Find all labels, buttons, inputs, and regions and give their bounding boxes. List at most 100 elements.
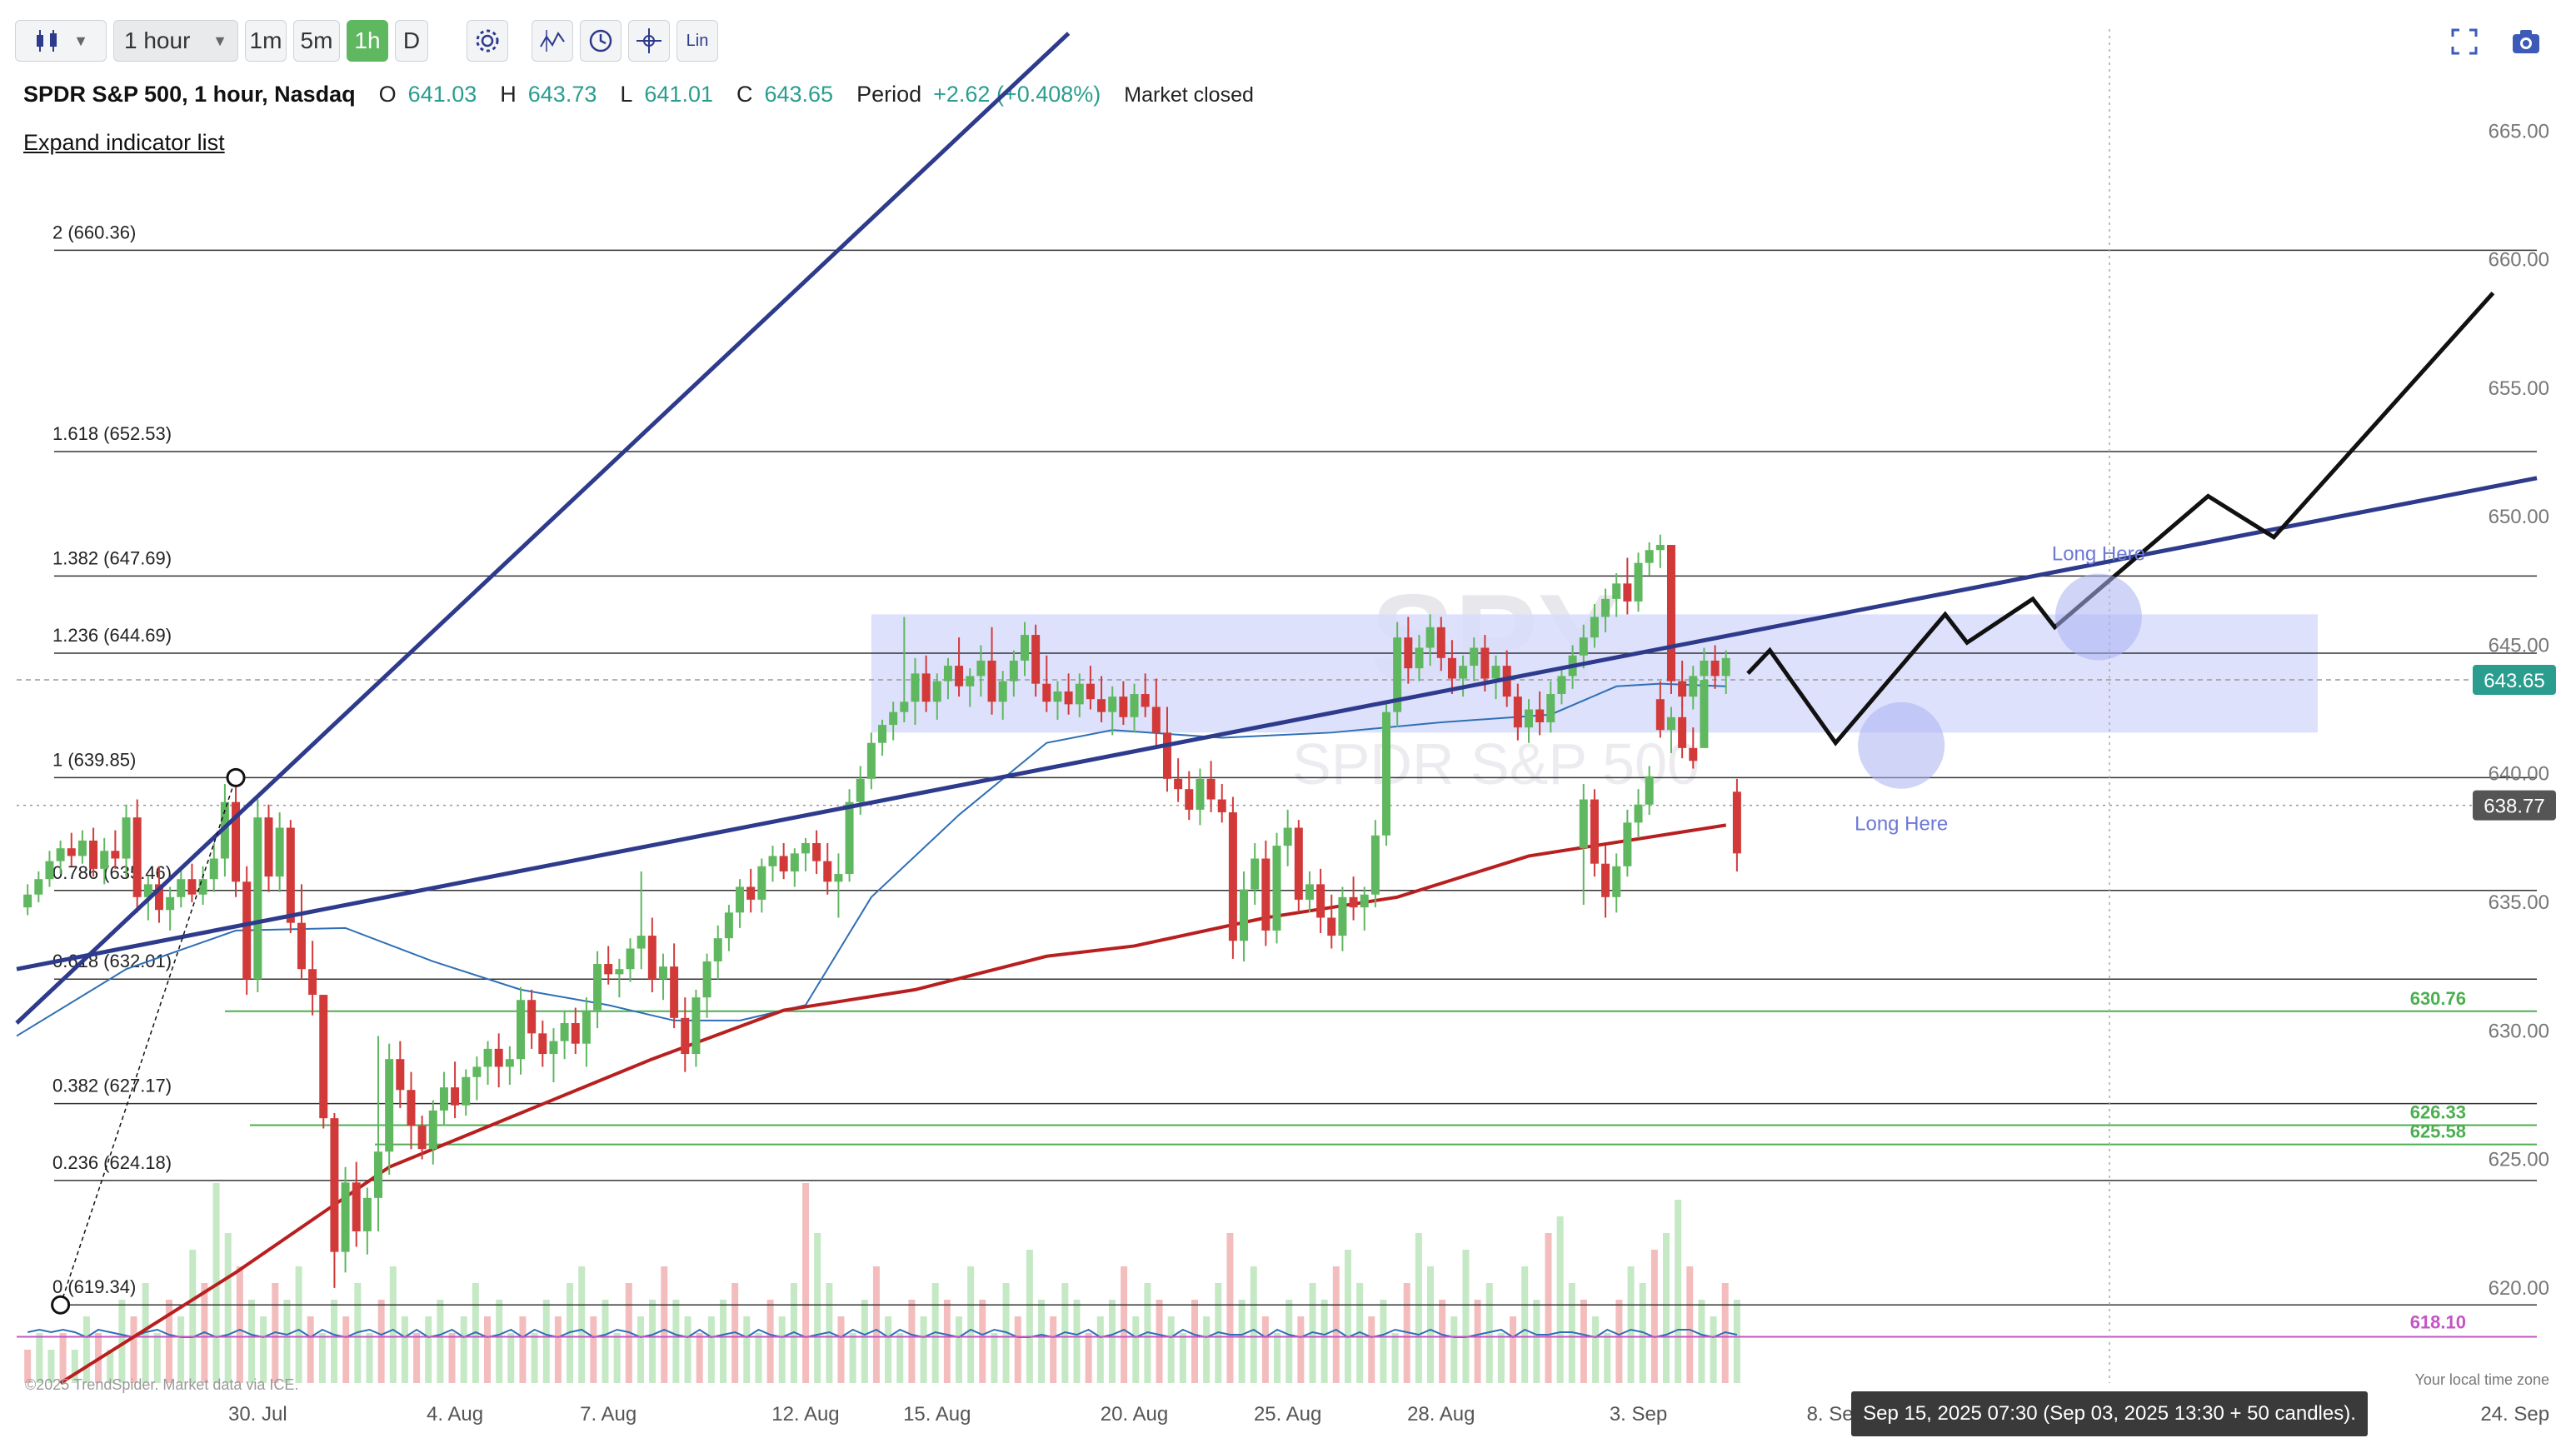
volume-bar	[1662, 1233, 1670, 1383]
y-tick-label: 655.00	[2489, 377, 2549, 400]
scale-button[interactable]: Lin	[676, 20, 718, 62]
candle-body	[856, 778, 865, 802]
candle-body	[1370, 835, 1380, 895]
volume-bar	[696, 1333, 703, 1383]
candle-body	[111, 851, 120, 859]
y-tick-label: 635.00	[2489, 891, 2549, 914]
volume-bar	[872, 1266, 880, 1383]
candle-body	[362, 1197, 372, 1231]
volume-bar	[719, 1300, 726, 1383]
settings-gear-icon	[476, 29, 499, 52]
candle-body	[1645, 776, 1654, 805]
volume-bar	[483, 1316, 491, 1383]
candle-body	[1721, 657, 1730, 677]
volume-bar	[24, 1350, 32, 1383]
candle-body	[232, 801, 241, 882]
volume-bar	[295, 1266, 302, 1383]
last-price-tag: 643.65	[2484, 670, 2544, 692]
interval-d-button[interactable]: D	[395, 20, 428, 62]
candle-body	[23, 894, 32, 908]
volume-bar	[1121, 1266, 1128, 1383]
magenta-label: 618.10	[2410, 1311, 2466, 1332]
volume-bar	[1156, 1300, 1163, 1383]
volume-bar	[1462, 1250, 1470, 1383]
candle-body	[132, 817, 142, 897]
x-tick-label: 3. Sep	[1610, 1403, 1667, 1426]
volume-bar	[507, 1333, 515, 1383]
chart-type-dropdown[interactable]: ▼	[15, 20, 107, 62]
volume-bar	[1179, 1333, 1186, 1383]
volume-bar	[991, 1333, 998, 1383]
volume-bar	[224, 1233, 232, 1383]
fib-level-label: 0.786 (635.46)	[52, 862, 172, 883]
volume-bar	[1368, 1316, 1375, 1383]
fullscreen-icon[interactable]	[2448, 25, 2481, 58]
candle-body	[1021, 635, 1029, 661]
volume-bar	[331, 1300, 338, 1383]
volume-bar	[590, 1316, 597, 1383]
candle-body	[308, 969, 317, 996]
crosshair-time-tooltip: Sep 15, 2025 07:30 (Sep 03, 2025 13:30 +…	[1851, 1391, 2368, 1436]
camera-icon[interactable]	[2509, 25, 2543, 58]
candle-body	[275, 827, 284, 877]
candle-body	[582, 1010, 591, 1044]
candle-body	[549, 1041, 558, 1055]
candle-body	[1513, 697, 1522, 728]
candle-body	[1316, 884, 1325, 918]
interval-5m-button[interactable]: 5m	[293, 20, 340, 62]
candle-body	[746, 886, 756, 900]
time-button[interactable]	[580, 20, 622, 62]
candle-body	[1689, 747, 1698, 761]
volume-bar	[153, 1333, 161, 1383]
open-value: 641.03	[407, 82, 477, 107]
candle-body	[1382, 712, 1391, 836]
candle-body	[286, 827, 295, 923]
interval-1m-button[interactable]: 1m	[245, 20, 287, 62]
low-label: L	[620, 82, 633, 107]
candle-body	[374, 1151, 383, 1198]
candle-body	[658, 966, 667, 980]
candle-body	[943, 666, 952, 682]
candle-body	[1689, 676, 1698, 697]
period-value: +2.62 (+0.408%)	[933, 82, 1101, 107]
volume-bar	[413, 1333, 421, 1383]
candle-body	[122, 817, 131, 859]
volume-bar	[107, 1350, 114, 1383]
volume-bar	[1650, 1250, 1658, 1383]
volume-bar	[47, 1350, 55, 1383]
fib-level-label: 0 (619.34)	[52, 1276, 136, 1297]
volume-bar	[318, 1333, 326, 1383]
volume-bar	[177, 1316, 185, 1383]
candle-body	[45, 861, 54, 880]
candle-body	[1196, 778, 1205, 810]
interval-1h-button[interactable]: 1h	[347, 20, 388, 62]
settings-button[interactable]	[467, 20, 508, 62]
interval-select[interactable]: 1 hour ▼	[113, 20, 238, 62]
candle-body	[330, 1118, 339, 1252]
candle-body	[1031, 635, 1041, 684]
x-tick-label: 7. Aug	[580, 1403, 637, 1426]
high-value: 643.73	[527, 82, 597, 107]
candle-body	[1710, 660, 1720, 677]
volume-bar	[766, 1300, 774, 1383]
expand-indicator-link[interactable]: Expand indicator list	[23, 130, 225, 155]
volume-bar	[1604, 1333, 1611, 1383]
volume-bar	[1261, 1316, 1269, 1383]
candle-body	[670, 966, 679, 1018]
candle-body	[198, 879, 207, 895]
crosshair-button[interactable]	[628, 20, 670, 62]
drawing-tool-button[interactable]	[532, 20, 573, 62]
volume-bar	[1474, 1300, 1481, 1383]
watermark-name: SPDR S&P 500	[1292, 731, 1700, 796]
candle-body	[1666, 717, 1675, 731]
close-value: 643.65	[764, 82, 834, 107]
volume-bar	[1332, 1266, 1340, 1383]
candle-body	[517, 1000, 525, 1060]
candle-body	[560, 1023, 569, 1041]
candle-body	[998, 681, 1007, 702]
candle-body	[1557, 676, 1566, 695]
candle-body	[483, 1048, 492, 1067]
candle-body	[1141, 694, 1150, 707]
